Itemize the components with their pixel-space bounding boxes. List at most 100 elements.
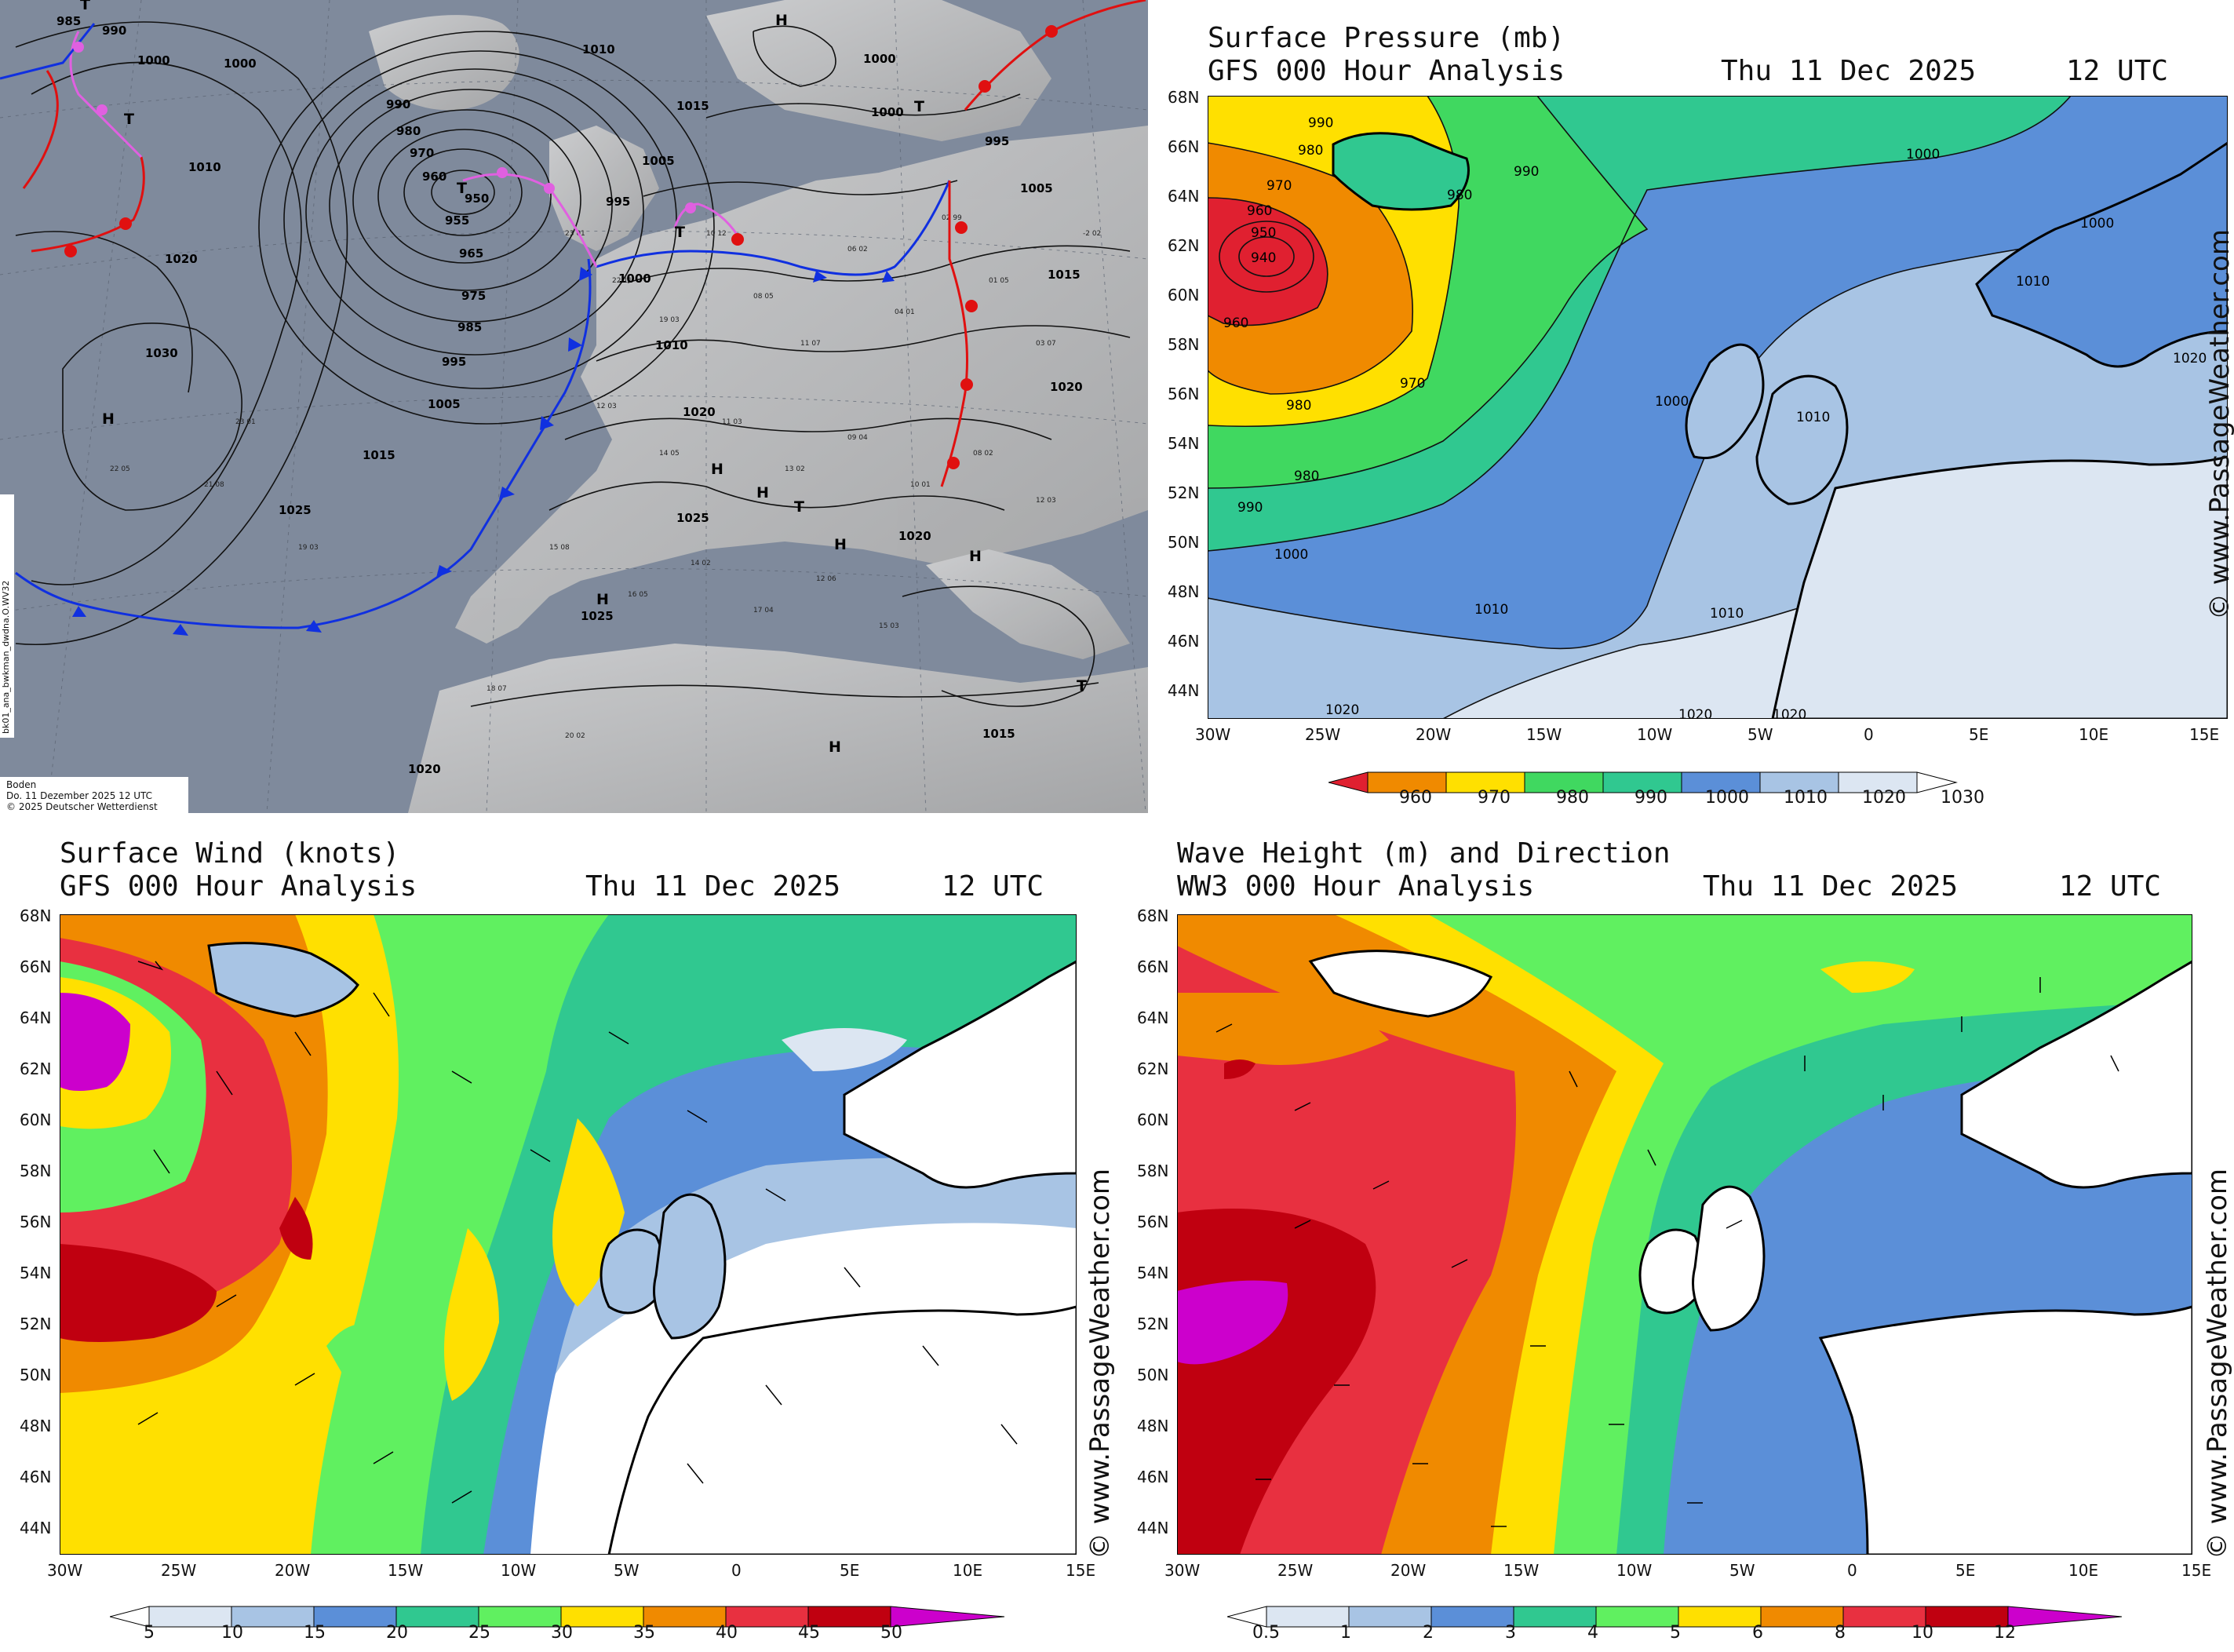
svg-text:965: 965 xyxy=(459,246,483,261)
svg-text:1025: 1025 xyxy=(581,609,614,623)
svg-text:990: 990 xyxy=(1237,500,1263,516)
svg-text:T: T xyxy=(457,180,467,197)
svg-text:1015: 1015 xyxy=(1048,268,1081,282)
svg-text:T: T xyxy=(675,224,685,241)
pressure-subtitle: GFS 000 Hour Analysis xyxy=(1208,55,1565,87)
svg-text:T: T xyxy=(1077,677,1087,695)
svg-text:1000: 1000 xyxy=(1274,547,1308,563)
pressure-land xyxy=(1332,132,2228,719)
svg-text:950: 950 xyxy=(465,191,489,206)
svg-text:20 02: 20 02 xyxy=(565,732,585,740)
dwd-land xyxy=(369,0,1148,813)
svg-text:11 07: 11 07 xyxy=(800,340,821,348)
svg-text:1020: 1020 xyxy=(165,252,198,266)
svg-text:1010: 1010 xyxy=(582,42,615,57)
svg-text:1020: 1020 xyxy=(1050,380,1083,394)
svg-text:1000: 1000 xyxy=(224,57,257,71)
svg-text:1005: 1005 xyxy=(428,397,461,411)
svg-text:980: 980 xyxy=(1286,398,1311,414)
svg-text:04 01: 04 01 xyxy=(895,308,915,316)
svg-text:975: 975 xyxy=(461,289,486,303)
svg-text:970: 970 xyxy=(410,146,434,160)
svg-text:990: 990 xyxy=(1308,115,1333,131)
svg-text:19 03: 19 03 xyxy=(298,544,319,552)
svg-text:08 02: 08 02 xyxy=(973,450,993,458)
dwd-station-plots: 23 01 22 11 19 03 10 12 08 05 11 07 06 02 04 0… xyxy=(110,214,1101,740)
wind-time: 12 UTC xyxy=(942,870,1044,903)
svg-text:1030: 1030 xyxy=(145,346,178,360)
svg-text:-2 02: -2 02 xyxy=(1083,230,1101,238)
dwd-graticule xyxy=(0,0,1148,813)
svg-text:18 07: 18 07 xyxy=(487,685,507,693)
svg-text:1020: 1020 xyxy=(898,529,931,543)
svg-text:960: 960 xyxy=(1223,315,1248,331)
svg-text:990: 990 xyxy=(1514,164,1539,180)
svg-text:1000: 1000 xyxy=(863,52,896,66)
svg-text:08 05: 08 05 xyxy=(753,293,774,301)
svg-text:T: T xyxy=(80,0,90,13)
wave-panel: Wave Height (m) and Direction WW3 000 Ho… xyxy=(1117,826,2234,1652)
wind-panel: Surface Wind (knots) GFS 000 Hour Analys… xyxy=(0,826,1117,1652)
svg-text:1010: 1010 xyxy=(1796,410,1830,425)
svg-text:995: 995 xyxy=(985,134,1009,148)
svg-text:T: T xyxy=(124,111,134,128)
svg-text:T: T xyxy=(914,98,924,115)
svg-text:1010: 1010 xyxy=(2016,274,2050,290)
svg-text:1025: 1025 xyxy=(279,503,312,517)
wave-subtitle: WW3 000 Hour Analysis xyxy=(1177,870,1535,903)
dwd-analysis-map: 23 01 22 11 19 03 10 12 08 05 11 07 06 02 04 0… xyxy=(0,0,1148,813)
svg-text:1020: 1020 xyxy=(683,405,716,419)
dwd-pressure-centers: T T T T H H H H H H T T H T H xyxy=(80,0,1087,756)
wind-map xyxy=(60,914,1077,1555)
svg-text:950: 950 xyxy=(1251,225,1276,241)
wind-legend xyxy=(110,1606,1005,1628)
wind-subtitle: GFS 000 Hour Analysis xyxy=(60,870,417,903)
svg-text:955: 955 xyxy=(445,213,469,228)
svg-text:12 03: 12 03 xyxy=(596,403,617,410)
svg-text:1000: 1000 xyxy=(1906,147,1940,162)
svg-text:1005: 1005 xyxy=(642,154,675,168)
svg-text:H: H xyxy=(969,548,982,565)
wave-date: Thu 11 Dec 2025 xyxy=(1703,870,1959,903)
svg-text:H: H xyxy=(829,738,841,756)
wave-arrows xyxy=(1215,977,2119,1527)
wave-map xyxy=(1177,914,2192,1555)
dwd-label-copyright: © 2025 Deutscher Wetterdienst xyxy=(6,801,158,812)
svg-text:23 01: 23 01 xyxy=(565,230,585,238)
pressure-panel: Surface Pressure (mb) GFS 000 Hour Analy… xyxy=(1148,0,2234,826)
svg-text:1000: 1000 xyxy=(1655,394,1689,410)
svg-text:970: 970 xyxy=(1400,376,1425,392)
svg-text:1015: 1015 xyxy=(676,99,709,113)
pressure-time: 12 UTC xyxy=(2066,55,2169,87)
svg-text:940: 940 xyxy=(1251,250,1276,266)
svg-text:H: H xyxy=(834,536,847,553)
dwd-warm-symbols xyxy=(64,25,1058,469)
dwd-label-date: Do. 11 Dezember 2025 12 UTC xyxy=(6,790,153,801)
svg-text:960: 960 xyxy=(1247,203,1272,219)
dwd-analysis-panel: 23 01 22 11 19 03 10 12 08 05 11 07 06 02 04 0… xyxy=(0,0,1148,813)
svg-text:12 06: 12 06 xyxy=(816,575,836,583)
svg-text:1020: 1020 xyxy=(408,762,441,776)
svg-text:1015: 1015 xyxy=(982,727,1015,741)
wind-title: Surface Wind (knots) xyxy=(60,837,400,870)
svg-text:02 99: 02 99 xyxy=(942,214,962,222)
svg-text:985: 985 xyxy=(457,320,482,334)
svg-text:980: 980 xyxy=(1298,143,1323,159)
svg-text:03 07: 03 07 xyxy=(1036,340,1056,348)
svg-text:23 01: 23 01 xyxy=(235,418,256,426)
pressure-title: Surface Pressure (mb) xyxy=(1208,22,1565,54)
pressure-map: 940 950 960 970 980 990 960 980 990 980 … xyxy=(1208,96,2228,719)
svg-text:990: 990 xyxy=(102,24,126,38)
svg-text:H: H xyxy=(756,484,769,501)
svg-text:19 03: 19 03 xyxy=(659,316,680,324)
svg-text:1010: 1010 xyxy=(188,160,221,174)
svg-text:H: H xyxy=(596,591,609,608)
svg-text:980: 980 xyxy=(1447,188,1472,203)
svg-text:1020: 1020 xyxy=(1678,707,1712,719)
svg-text:10 01: 10 01 xyxy=(910,481,931,489)
dwd-pressure-labels: 985 990 1000 1000 1010 1010 1015 1020 10… xyxy=(56,14,1083,776)
svg-text:13 02: 13 02 xyxy=(785,465,805,473)
svg-text:980: 980 xyxy=(1294,469,1319,484)
svg-text:1000: 1000 xyxy=(137,53,170,67)
wave-title: Wave Height (m) and Direction xyxy=(1177,837,1671,870)
